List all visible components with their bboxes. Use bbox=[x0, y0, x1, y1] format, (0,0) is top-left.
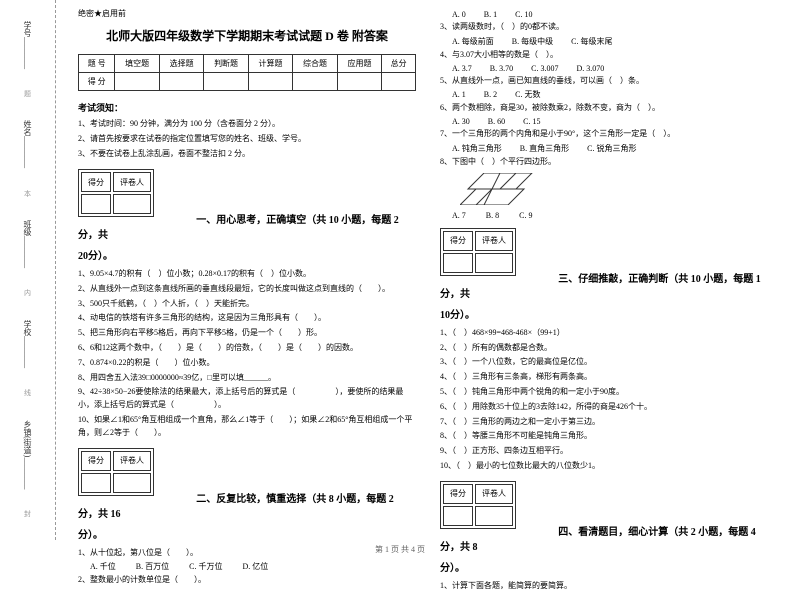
scorebox-h1: 得分 bbox=[81, 172, 111, 192]
option-row: A. 30B. 60C. 15 bbox=[452, 117, 778, 126]
left-column: 绝密★启用前 北师大版四年级数学下学期期末考试试题 D 卷 附答案 题 号填空题… bbox=[66, 8, 428, 532]
scorebox-h2: 评卷人 bbox=[113, 172, 151, 192]
binding-marker: 本 bbox=[23, 190, 33, 199]
option-row: A. 0B. 1C. 10 bbox=[452, 10, 778, 19]
question-item: 3、读两级数时，（ ）的0都不读。 bbox=[440, 21, 778, 34]
right-column: A. 0B. 1C. 10 3、读两级数时，（ ）的0都不读。 A. 每级前面B. … bbox=[428, 8, 790, 532]
score-header-cell: 计算题 bbox=[248, 55, 292, 73]
scorebox-h1: 得分 bbox=[443, 484, 473, 504]
question-item: 10、如果∠1和65°角互相组成一个直角，那么∠1等于（ ）；如果∠2和65°角… bbox=[78, 414, 416, 440]
question-item: 4、动电信的铁塔有许多三角形的结构，这是因为三角形具有（ ）。 bbox=[78, 312, 416, 325]
question-item: 5、从直线外一点，画已知直线的垂线，可以画（ ）条。 bbox=[440, 75, 778, 88]
question-item: 1、（ ）468×99=468-468×（99+1） bbox=[440, 327, 778, 340]
section4-cont: 分）。 bbox=[440, 559, 778, 574]
option-row: A. 1B. 2C. 无数 bbox=[452, 89, 778, 100]
question-item: 9、（ ）正方形、四条边互相平行。 bbox=[440, 445, 778, 458]
score-header-cell: 题 号 bbox=[79, 55, 115, 73]
content-area: 绝密★启用前 北师大版四年级数学下学期期末考试试题 D 卷 附答案 题 号填空题… bbox=[56, 0, 800, 540]
score-header-cell: 选择题 bbox=[159, 55, 203, 73]
exam-title: 北师大版四年级数学下学期期末考试试题 D 卷 附答案 bbox=[78, 27, 416, 44]
question-item: 2、（ ）所有的偶数都是合数。 bbox=[440, 342, 778, 355]
score-row-label: 得 分 bbox=[79, 73, 115, 91]
question-item: 5、（ ）钝角三角形中两个锐角的和一定小于90度。 bbox=[440, 386, 778, 399]
question-item: 9、42÷38×50−26要使除法的结果最大，添上括号后的算式是（ ），要使所的… bbox=[78, 386, 416, 412]
s2-q2: 2、整数最小的计数单位是（ ）。 bbox=[78, 574, 416, 587]
score-box: 得分评卷人 bbox=[78, 448, 154, 496]
option-row: A. 钝角三角形B. 直角三角形C. 锐角三角形 bbox=[452, 143, 778, 154]
binding-marker: 内 bbox=[23, 289, 33, 298]
scorebox-h1: 得分 bbox=[81, 451, 111, 471]
s2-q8-opts: A. 7 B. 8 C. 9 bbox=[452, 211, 778, 220]
score-table: 题 号填空题选择题判断题计算题综合题应用题总分 得 分 bbox=[78, 54, 416, 91]
binding-field-school: 学校________ bbox=[22, 320, 33, 368]
score-box: 得分评卷人 bbox=[440, 228, 516, 276]
s2-q1: 1、从十位起，第八位是（ ）。 bbox=[78, 547, 416, 560]
question-item: 8、下图中（ ）个平行四边形。 bbox=[440, 156, 778, 169]
question-item: 3、500只千纸鹤，（ ）个人折，（ ）天能折完。 bbox=[78, 298, 416, 311]
question-item: 6、两个数相除，商是30，被除数乘2，除数不变，商为（ ）。 bbox=[440, 102, 778, 115]
scorebox-h2: 评卷人 bbox=[113, 451, 151, 471]
question-item: 6、6和12这两个数中，（ ）是（ ）的倍数，（ ）是（ ）的因数。 bbox=[78, 342, 416, 355]
s4-q1: 1、计算下面各题，能简算的要简算。 bbox=[440, 580, 778, 593]
question-item: 4、与3.07大小相等的数是（ ）。 bbox=[440, 49, 778, 62]
notice-item: 3、不要在试卷上乱涂乱画，卷面不整洁扣 2 分。 bbox=[78, 148, 416, 160]
binding-marker: 线 bbox=[23, 389, 33, 398]
score-header-cell: 应用题 bbox=[337, 55, 381, 73]
question-item: 7、一个三角形的两个内角和是小于90°，这个三角形一定是（ ）。 bbox=[440, 128, 778, 141]
question-item: 1、9.05×4.7的积有（ ）位小数；0.28×0.17的积有（ ）位小数。 bbox=[78, 268, 416, 281]
section4-title: 四、看清题目，细心计算（共 2 小题，每题 4 分，共 8 bbox=[440, 527, 756, 553]
notice-item: 2、请首先按要求在试卷的指定位置填写您的姓名、班级、学号。 bbox=[78, 133, 416, 145]
binding-margin: 学号________ 题 姓名________ 本 班级________ 内 学… bbox=[0, 0, 56, 540]
binding-field-class: 班级________ bbox=[22, 220, 33, 268]
question-item: 7、（ ）三角形的两边之和一定小于第三边。 bbox=[440, 416, 778, 429]
score-box: 得分评卷人 bbox=[440, 481, 516, 529]
scorebox-h2: 评卷人 bbox=[475, 484, 513, 504]
question-item: 6、（ ）用除数35十位上的3去除142，所得的商是426个十。 bbox=[440, 401, 778, 414]
score-header-cell: 判断题 bbox=[204, 55, 248, 73]
option-row: A. 3.7B. 3.70C. 3.007D. 3.070 bbox=[452, 64, 778, 73]
section2-title: 二、反复比较，慎重选择（共 8 小题，每题 2 分，共 16 bbox=[78, 494, 394, 520]
scorebox-h1: 得分 bbox=[443, 231, 473, 251]
notice-item: 1、考试时间：90 分钟，满分为 100 分（含卷面分 2 分）。 bbox=[78, 118, 416, 130]
section3-title: 三、仔细推敲，正确判断（共 10 小题，每题 1 分，共 bbox=[440, 274, 761, 300]
binding-marker: 题 bbox=[23, 90, 33, 99]
question-item: 10、（ ）最小的七位数比最大的八位数少1。 bbox=[440, 460, 778, 473]
question-item: 8、（ ）等腰三角形不可能是钝角三角形。 bbox=[440, 430, 778, 443]
score-header-cell: 总分 bbox=[382, 55, 416, 73]
question-item: 8、用四舍五入法39□0000000≈39亿，□里可以填______。 bbox=[78, 372, 416, 385]
score-box: 得分评卷人 bbox=[78, 169, 154, 217]
question-item: 5、把三角形向右平移5格后，再向下平移5格，仍是一个（ ）形。 bbox=[78, 327, 416, 340]
section2-cont: 分）。 bbox=[78, 526, 416, 541]
scorebox-h2: 评卷人 bbox=[475, 231, 513, 251]
secret-label: 绝密★启用前 bbox=[78, 8, 416, 19]
notice-title: 考试须知： bbox=[78, 101, 416, 114]
binding-marker: 封 bbox=[23, 510, 33, 519]
section3-cont: 10分）。 bbox=[440, 306, 778, 321]
diagram-svg bbox=[460, 173, 540, 205]
question-item: 7、0.874×0.22的积是（ ）位小数。 bbox=[78, 357, 416, 370]
question-item: 2、从直线外一点到这条直线所画的垂直线段最短，它的长度叫做这点到直线的（ ）。 bbox=[78, 283, 416, 296]
section1-title: 一、用心思考，正确填空（共 10 小题，每题 2 分，共 bbox=[78, 215, 399, 241]
score-header-cell: 填空题 bbox=[115, 55, 159, 73]
option-row: A. 每级前面B. 每级中级C. 每级末尾 bbox=[452, 36, 778, 47]
s2-q1-opts: A. 千位 B. 百万位 C. 千万位 D. 亿位 bbox=[90, 561, 416, 572]
binding-field-xuehao: 学号________ bbox=[22, 21, 33, 69]
binding-field-name: 姓名________ bbox=[22, 120, 33, 168]
section1-cont: 20分）。 bbox=[78, 247, 416, 262]
question-item: 3、（ ）一个八位数，它的最高位是亿位。 bbox=[440, 356, 778, 369]
parallelogram-diagram bbox=[460, 173, 778, 207]
score-header-cell: 综合题 bbox=[293, 55, 337, 73]
question-item: 4、（ ）三角形有三条高，梯形有两条高。 bbox=[440, 371, 778, 384]
binding-field-town: 乡镇(街道)________ bbox=[22, 420, 33, 489]
